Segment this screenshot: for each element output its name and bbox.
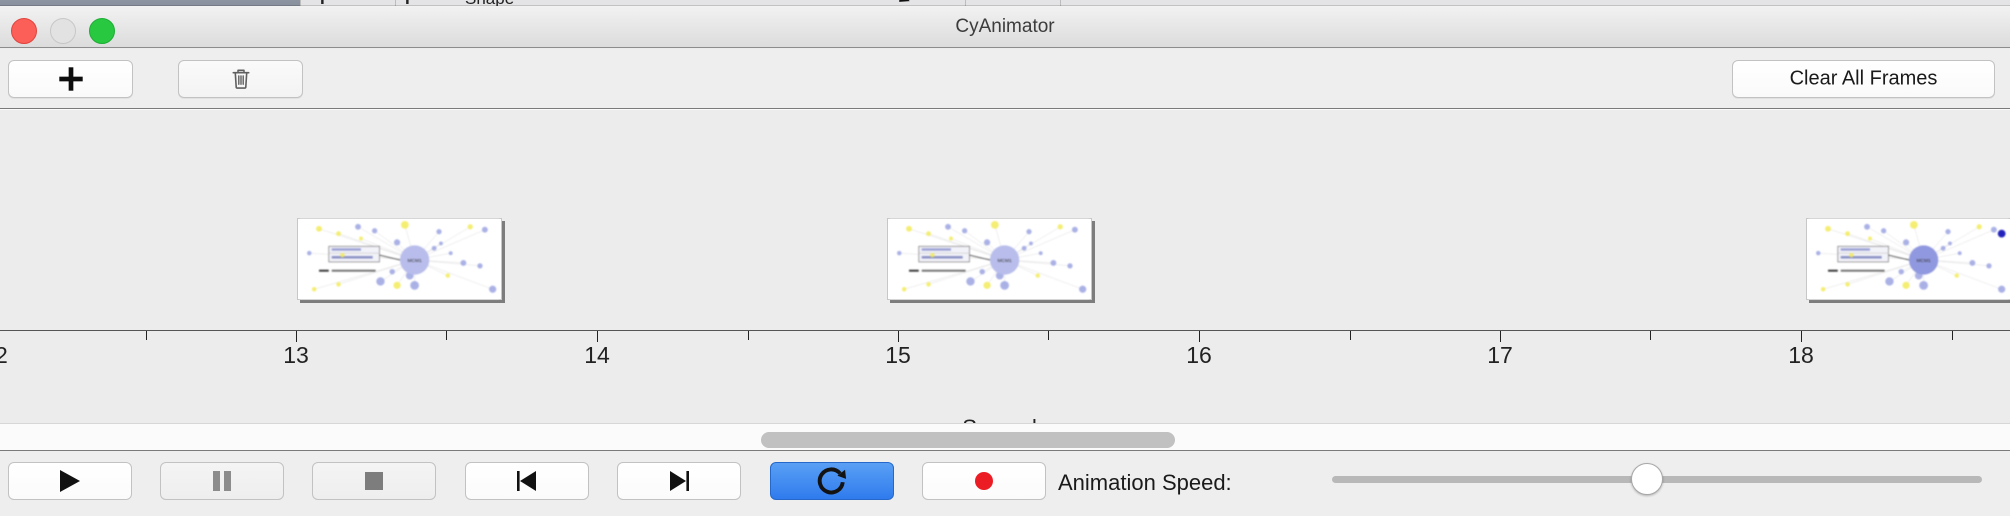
svg-text:MCM1: MCM1 [407, 258, 422, 264]
svg-text:MCM1: MCM1 [1916, 258, 1931, 264]
svg-text:MCM1: MCM1 [997, 258, 1012, 264]
